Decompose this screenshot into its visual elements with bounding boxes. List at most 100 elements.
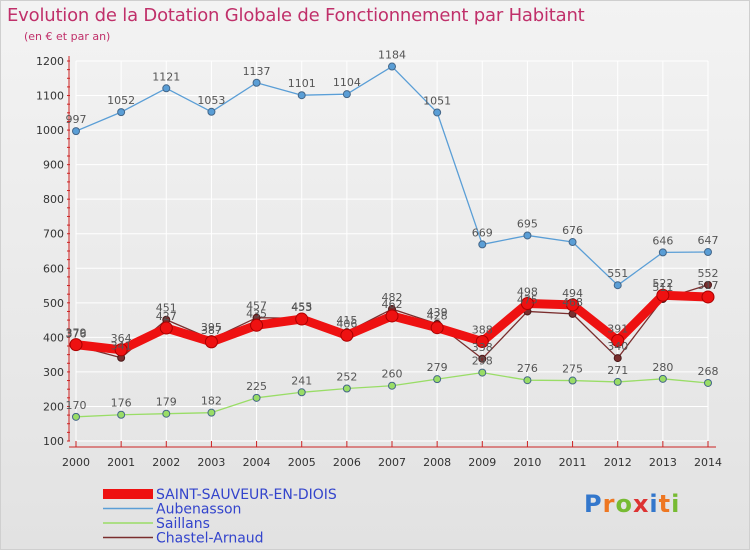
data-label: 268 <box>698 365 719 378</box>
data-point <box>433 375 442 384</box>
legend-label: Chastel-Arnaud <box>156 531 264 547</box>
series-saillans <box>72 368 712 421</box>
y-tick-label: 1200 <box>36 55 64 68</box>
data-label: 341 <box>111 340 132 353</box>
data-label: 482 <box>382 291 403 304</box>
data-point <box>523 231 532 240</box>
data-label: 182 <box>201 395 222 408</box>
y-tick-label: 100 <box>43 435 64 448</box>
data-label: 364 <box>111 332 132 345</box>
x-tick-label: 2011 <box>559 456 587 469</box>
data-label: 1053 <box>197 94 225 107</box>
data-point <box>72 412 80 421</box>
data-point <box>252 78 261 87</box>
data-label: 176 <box>111 397 132 410</box>
data-point <box>342 90 351 99</box>
data-label: 455 <box>291 300 312 313</box>
y-tick-label: 600 <box>43 262 64 275</box>
data-point <box>704 378 712 387</box>
data-label: 435 <box>246 307 267 320</box>
data-label: 1101 <box>288 77 316 90</box>
data-point <box>520 297 534 311</box>
x-tick-label: 2008 <box>423 456 451 469</box>
data-point <box>613 377 622 386</box>
x-tick-label: 2000 <box>62 456 90 469</box>
y-tick-label: 800 <box>43 193 64 206</box>
data-point <box>704 280 712 289</box>
data-point <box>159 321 173 335</box>
data-point <box>204 335 218 349</box>
data-label: 338 <box>472 341 493 354</box>
legend: SAINT-SAUVEUR-EN-DIOISAubenassonSaillans… <box>103 487 337 547</box>
legend-item: SAINT-SAUVEUR-EN-DIOIS <box>103 487 337 503</box>
data-label: 457 <box>246 300 267 313</box>
data-label: 241 <box>291 374 312 387</box>
data-label: 391 <box>607 322 628 335</box>
data-label: 1051 <box>423 94 451 107</box>
data-point <box>704 248 712 257</box>
data-label: 669 <box>472 226 493 239</box>
data-point <box>658 374 667 383</box>
data-label: 475 <box>517 293 538 306</box>
legend-label: Saillans <box>156 516 210 532</box>
data-point <box>117 108 126 117</box>
data-label: 260 <box>382 368 403 381</box>
data-label: 552 <box>698 267 719 280</box>
data-label: 298 <box>472 355 493 368</box>
data-label: 511 <box>652 281 673 294</box>
data-label: 453 <box>291 301 312 314</box>
x-tick-label: 2001 <box>107 456 135 469</box>
data-label: 387 <box>201 324 222 337</box>
data-label: 997 <box>66 113 87 126</box>
data-point <box>207 107 216 116</box>
data-label: 1121 <box>152 70 180 83</box>
y-tick-label: 200 <box>43 400 64 413</box>
data-point <box>162 409 171 418</box>
data-labels: 379 364 427 387 435 453 406 462 428 388 498 494 391 5… <box>66 49 719 412</box>
data-label: 1184 <box>378 49 406 62</box>
y-tick-label: 900 <box>43 159 64 172</box>
data-label: 276 <box>517 362 538 375</box>
data-point <box>72 127 80 136</box>
data-label: 522 <box>652 277 673 290</box>
data-point <box>478 368 487 377</box>
series-aubenasson <box>72 62 712 290</box>
data-label: 462 <box>382 298 403 311</box>
y-tick-label: 500 <box>43 297 64 310</box>
data-label: 379 <box>66 327 87 340</box>
data-label: 1052 <box>107 94 135 107</box>
legend-item: Aubenasson <box>103 502 241 518</box>
x-tick-label: 2002 <box>152 456 180 469</box>
data-label: 1104 <box>333 76 361 89</box>
data-point <box>342 384 351 393</box>
y-tick-label: 400 <box>43 331 64 344</box>
y-tick-label: 1100 <box>36 90 64 103</box>
series-layer <box>69 62 715 421</box>
data-point <box>297 388 306 397</box>
series-saint-sauveur-en-diois <box>69 288 715 357</box>
x-tick-label: 2006 <box>333 456 361 469</box>
data-label: 517 <box>698 279 719 292</box>
data-point <box>340 328 354 342</box>
data-point <box>388 381 396 390</box>
data-point <box>252 393 261 402</box>
x-tick-label: 2005 <box>288 456 316 469</box>
data-label: 415 <box>336 314 357 327</box>
x-tick-label: 2014 <box>694 456 722 469</box>
data-label: 646 <box>652 234 673 247</box>
data-point <box>656 288 670 302</box>
data-point <box>611 333 625 347</box>
data-point <box>658 248 667 257</box>
y-tick-label: 300 <box>43 366 64 379</box>
data-label: 271 <box>607 364 628 377</box>
data-label: 439 <box>427 306 448 319</box>
legend-label: SAINT-SAUVEUR-EN-DIOIS <box>156 487 337 503</box>
legend-label: Aubenasson <box>156 502 241 518</box>
data-label: 179 <box>156 396 177 409</box>
x-tick-label: 2003 <box>197 456 225 469</box>
data-label: 551 <box>607 267 628 280</box>
legend-swatch <box>103 489 153 499</box>
data-label: 279 <box>427 361 448 374</box>
data-point <box>162 84 171 93</box>
